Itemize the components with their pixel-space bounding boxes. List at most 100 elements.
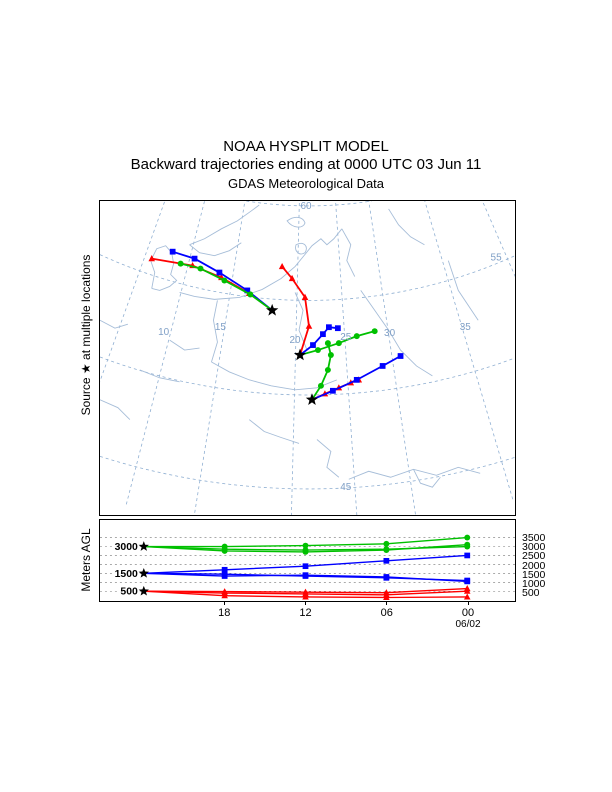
circle-marker xyxy=(177,260,184,267)
circle-marker xyxy=(464,534,471,541)
time-tick-label: 00 xyxy=(461,607,475,619)
height-axis-label: 1500 xyxy=(522,568,546,581)
height-axis-right-labels: 3500 3000 2500 2000 1500 1000 500 xyxy=(520,519,565,614)
source-locations-label: Source ★ at multiple locations xyxy=(79,254,93,416)
country-borders xyxy=(100,204,481,488)
height-series-layer: 3000 1500 500 xyxy=(100,534,515,601)
trajectory-path-3000m-src1 xyxy=(180,262,273,312)
graticule-label: 30 xyxy=(384,328,396,339)
square-marker xyxy=(383,574,390,580)
square-marker xyxy=(169,248,176,255)
triangle-marker xyxy=(288,274,296,282)
source-star-marker xyxy=(305,393,319,406)
triangle-marker xyxy=(148,255,156,262)
triangle-marker xyxy=(302,593,309,600)
graticule-label: 20 xyxy=(290,335,302,346)
circle-marker xyxy=(383,547,390,554)
trajectories-layer: 10 15 20 25 30 35 45 55 60 xyxy=(148,201,502,493)
graticule-label: 45 xyxy=(340,482,352,493)
triangle-marker xyxy=(302,590,309,597)
square-marker xyxy=(334,325,341,332)
square-marker xyxy=(244,287,251,294)
start-height-label: 1500 xyxy=(115,569,138,580)
trajectory-map: 10 15 20 25 30 35 45 55 60 xyxy=(100,201,515,515)
meters-agl-label: Meters AGL xyxy=(79,528,93,592)
circle-marker xyxy=(317,382,324,389)
time-axis-date-label: 06/02 xyxy=(455,619,481,630)
height-profile-panel: 3000 1500 500 xyxy=(99,519,516,602)
triangle-marker xyxy=(278,263,286,270)
square-marker xyxy=(302,563,309,570)
height-axis-label: 1000 xyxy=(522,577,546,590)
square-marker xyxy=(221,573,228,579)
circle-marker xyxy=(197,265,204,272)
height-axis-label: 2000 xyxy=(522,559,546,572)
circle-marker xyxy=(302,542,309,549)
height-axis-label: 2500 xyxy=(522,550,546,563)
square-marker xyxy=(397,353,404,359)
square-marker xyxy=(191,255,198,262)
square-marker xyxy=(464,578,471,585)
square-marker xyxy=(302,572,309,578)
plot-subtitle: Backward trajectories ending at 0000 UTC… xyxy=(130,156,482,173)
triangle-marker xyxy=(221,592,228,599)
circle-marker xyxy=(335,340,342,347)
time-tick xyxy=(467,601,469,605)
trajectory-path-500m-src1 xyxy=(151,257,273,312)
height-axis-label: 3500 xyxy=(522,532,546,544)
square-marker xyxy=(221,566,228,573)
square-marker xyxy=(310,342,316,348)
circle-marker xyxy=(221,277,228,284)
triangle-marker xyxy=(463,593,471,600)
circle-marker xyxy=(383,540,390,547)
graticule-label: 35 xyxy=(460,322,472,333)
square-marker xyxy=(326,324,332,331)
source-star-marker xyxy=(138,585,149,596)
time-axis: 18 12 06 00 06/02 xyxy=(99,601,516,633)
circle-marker xyxy=(324,340,331,347)
graticule-label: 10 xyxy=(158,327,170,338)
square-marker xyxy=(329,387,336,394)
graticule-label: 60 xyxy=(300,201,312,212)
model-title: NOAA HYSPLIT MODEL xyxy=(223,138,389,155)
time-tick-label: 06 xyxy=(380,607,393,619)
square-marker xyxy=(320,331,326,338)
met-data-label: GDAS Meteorological Data xyxy=(227,176,385,191)
square-marker xyxy=(464,552,471,559)
start-height-label: 500 xyxy=(120,587,138,598)
triangle-marker xyxy=(463,587,471,594)
triangle-marker xyxy=(301,293,309,300)
square-marker xyxy=(216,269,223,276)
time-tick xyxy=(223,601,225,605)
circle-marker xyxy=(314,347,321,354)
map-graticule xyxy=(100,201,515,515)
source-star-marker xyxy=(266,303,279,316)
circle-marker xyxy=(302,548,309,555)
triangle-marker xyxy=(305,322,313,329)
source-star-marker xyxy=(138,568,149,578)
circle-marker xyxy=(353,333,360,340)
source-star-marker xyxy=(293,348,307,361)
height-profile-chart: 3000 1500 500 xyxy=(100,534,515,601)
title-block: NOAA HYSPLIT MODEL Backward trajectories… xyxy=(0,138,612,191)
time-tick-label: 12 xyxy=(299,607,312,619)
circle-marker xyxy=(324,366,331,373)
circle-marker xyxy=(221,548,228,554)
square-marker xyxy=(353,376,360,383)
source-star-marker xyxy=(138,541,149,551)
square-marker xyxy=(383,557,390,564)
triangle-marker xyxy=(383,593,390,601)
circle-marker xyxy=(371,328,378,335)
start-height-label: 3000 xyxy=(115,542,138,553)
circle-marker xyxy=(327,352,334,358)
height-axis-label: 3000 xyxy=(522,541,546,554)
graticule-label: 25 xyxy=(340,332,352,343)
trajectory-map-panel: 10 15 20 25 30 35 45 55 60 xyxy=(99,200,516,516)
circle-marker xyxy=(247,291,254,298)
square-marker xyxy=(379,363,386,369)
time-tick xyxy=(305,601,306,605)
circle-marker xyxy=(464,541,471,548)
time-tick xyxy=(386,601,388,605)
time-tick-label: 18 xyxy=(218,607,231,619)
